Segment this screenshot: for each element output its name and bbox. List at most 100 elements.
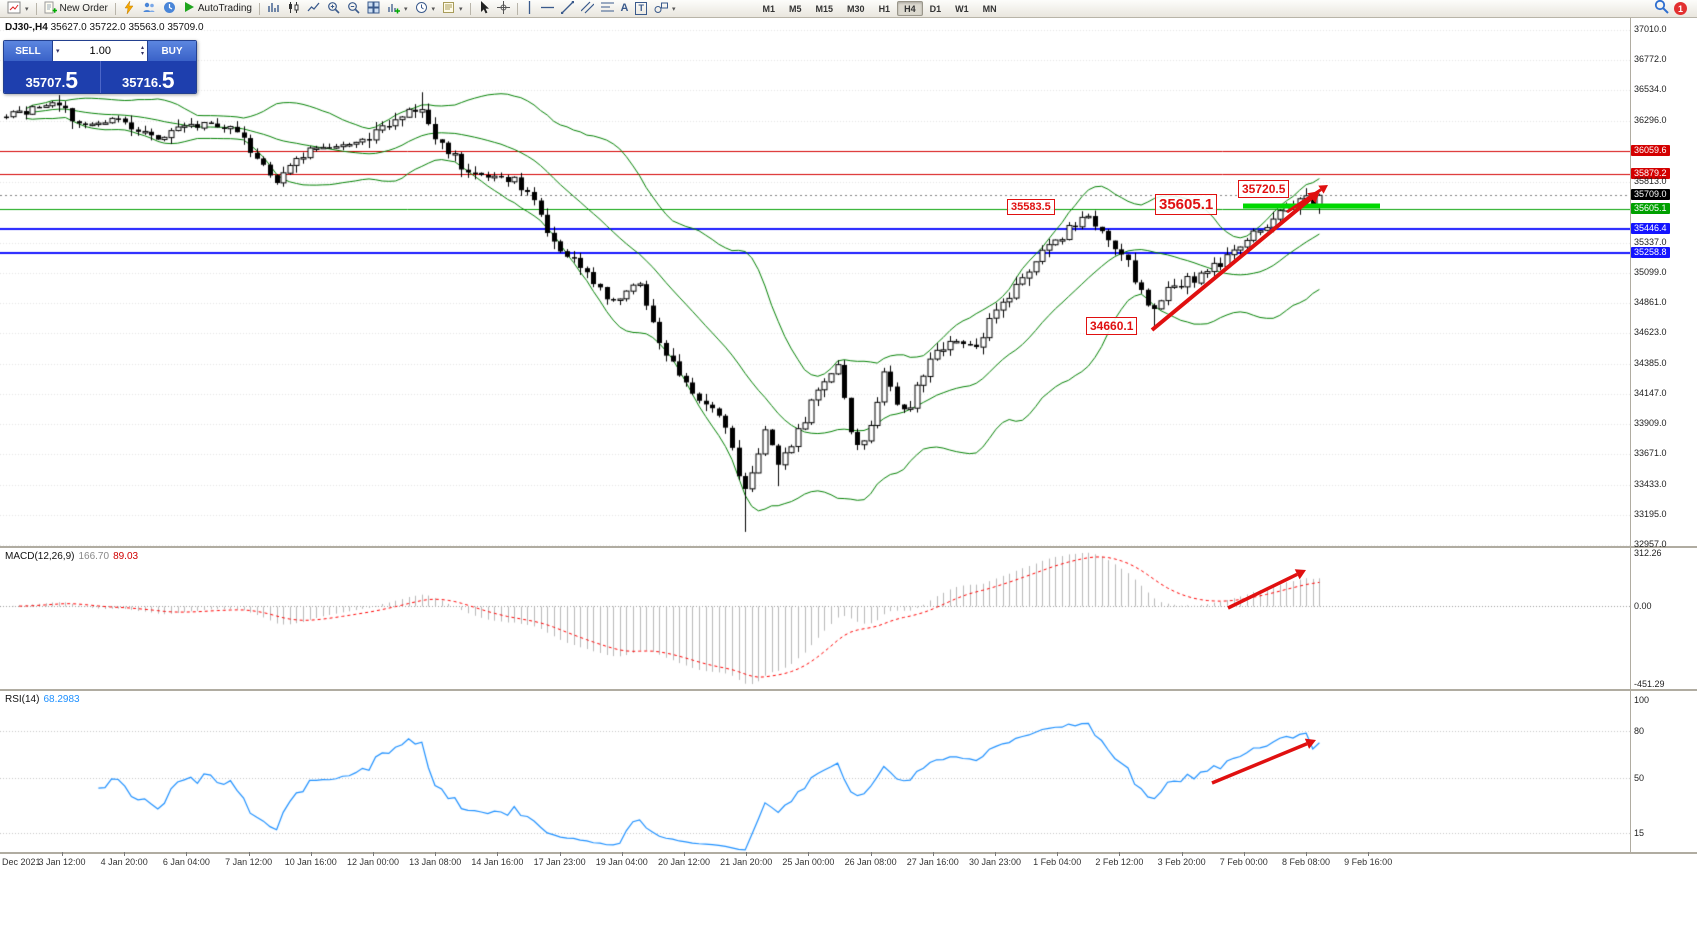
price-level-label: 36059.6 [1631,144,1670,156]
rsi-indicator-canvas[interactable] [0,691,1630,852]
price-annotation[interactable]: 35720.5 [1238,180,1290,198]
time-axis-label: Dec 2021 [2,857,41,867]
toolbar-separator [516,2,518,15]
price-scale-tick: 34623.0 [1634,327,1667,338]
label-tool-button[interactable]: T [632,1,650,17]
lightning-icon [123,0,135,17]
spinner-up-icon[interactable]: ▴ [140,45,144,51]
volume-value: 1.00 [89,45,111,57]
time-axis-tick [559,852,561,856]
horizontal-line-button[interactable] [538,1,557,17]
rsi-value: 68.2983 [43,694,80,705]
fibonacci-icon [600,1,614,17]
time-axis-label: 27 Jan 16:00 [906,857,959,867]
new-order-button[interactable]: New Order [41,1,111,17]
new-order-label: New Order [59,3,108,14]
chevron-down-icon: ▾ [25,5,29,13]
price-annotation[interactable]: 34660.1 [1086,317,1138,335]
timeframe-button-m30[interactable]: M30 [847,3,865,14]
price-annotation[interactable]: 35605.1 [1155,194,1218,215]
autotrading-button[interactable]: AutoTrading [180,1,255,17]
zoom-out-button[interactable] [344,1,363,17]
price-scale-tick: 34385.0 [1634,357,1667,368]
chevron-down-icon: ▾ [671,5,676,13]
time-axis-label: 10 Jan 16:00 [284,857,337,867]
shapes-icon [654,1,668,17]
time-axis-label: 9 Feb 16:00 [1344,857,1393,867]
timeframe-button-m1[interactable]: M1 [762,3,776,14]
macd-indicator-canvas[interactable] [0,548,1630,689]
spinner-down-icon[interactable]: ▾ [140,51,144,57]
sell-price[interactable]: 35707. 5 [4,61,100,93]
volume-field[interactable]: ▾ 1.00 ▴ ▾ [52,41,148,61]
crosshair-button[interactable] [494,0,513,17]
profiles-button[interactable] [139,1,159,17]
price-scale-tick: 36772.0 [1634,54,1667,65]
timeframe-button-m15[interactable]: M15 [815,3,834,14]
cursor-button[interactable] [475,0,493,17]
time-axis-label: 30 Jan 23:00 [968,857,1022,867]
tile-windows-button[interactable] [364,1,383,17]
time-axis-tick [746,852,748,856]
price-scale-tick: 34861.0 [1634,297,1667,308]
time-axis-label: 4 Jan 20:00 [100,857,148,867]
chevron-down-icon: ▾ [459,5,463,13]
time-axis-tick [995,852,996,856]
buy-price[interactable]: 35716. 5 [101,61,197,93]
time-axis-label: 2 Feb 12:00 [1095,857,1144,867]
market-watch-button[interactable] [160,1,179,17]
timeframe-button-m5[interactable]: M5 [789,3,802,14]
time-axis-tick [1306,852,1307,856]
text-tool-icon: A [620,2,629,14]
volume-spinner[interactable]: ▴ ▾ [138,45,147,57]
fibonacci-button[interactable] [598,1,617,17]
timeframe-button-h4[interactable]: H4 [897,1,923,16]
main-chart-canvas[interactable] [0,18,1630,546]
macd-panel-label: MACD(12,26,9) 166.70 89.03 [5,551,138,562]
notification-badge[interactable]: 1 [1674,2,1687,15]
time-axis-label: 25 Jan 00:00 [782,857,835,867]
time-axis-label: 17 Jan 23:00 [533,857,586,867]
buy-price-main: 35716. [121,75,162,90]
zoom-in-button[interactable] [324,1,343,17]
search-icon[interactable] [1654,0,1669,19]
shapes-button[interactable]: ▾ [651,1,679,17]
trendline-button[interactable] [558,0,577,17]
candlestick-icon [287,1,300,17]
line-chart-button[interactable] [304,1,323,17]
time-axis-tick [808,852,810,856]
zoom-out-icon [347,1,360,17]
bar-chart-icon [267,1,280,17]
timeframe-button-mn[interactable]: MN [982,3,997,14]
text-tool-button[interactable]: A [618,1,632,17]
vertical-line-button[interactable] [522,0,537,17]
channel-button[interactable] [578,1,597,17]
candlestick-mode-button[interactable] [284,1,303,17]
channel-icon [580,1,594,17]
rsi-scale-tick: 15 [1634,827,1645,838]
periods-button[interactable]: ▾ [412,1,439,17]
timeframe-button-w1[interactable]: W1 [955,3,969,14]
templates-button[interactable]: ▾ [439,1,466,17]
volume-dropdown-icon[interactable]: ▾ [56,48,60,55]
panel-separator[interactable] [0,546,1697,548]
timeframe-button-h1[interactable]: H1 [878,3,891,14]
price-level-label: 35709.0 [1631,189,1670,201]
label-tool-icon: T [635,2,647,15]
expert-advisors-button[interactable] [120,0,138,17]
buy-button[interactable]: BUY [148,41,196,61]
time-axis-tick [124,852,126,856]
bar-chart-button[interactable] [264,1,283,17]
sell-button[interactable]: SELL [4,41,52,61]
panel-separator[interactable] [0,689,1697,691]
price-scale-tick: 37010.0 [1634,24,1667,34]
price-annotation[interactable]: 35583.5 [1007,199,1055,215]
rsi-scale-tick: 50 [1634,773,1645,783]
ohlc-values: 35627.0 35722.0 35563.0 35709.0 [50,22,204,33]
rsi-name: RSI(14) [5,694,40,705]
time-axis-tick [1119,852,1121,856]
chart-window-button[interactable]: ▾ [4,1,32,17]
indicators-button[interactable]: ▾ [384,1,411,17]
timeframe-button-d1[interactable]: D1 [929,3,942,14]
price-scale-tick: 36296.0 [1634,114,1667,125]
